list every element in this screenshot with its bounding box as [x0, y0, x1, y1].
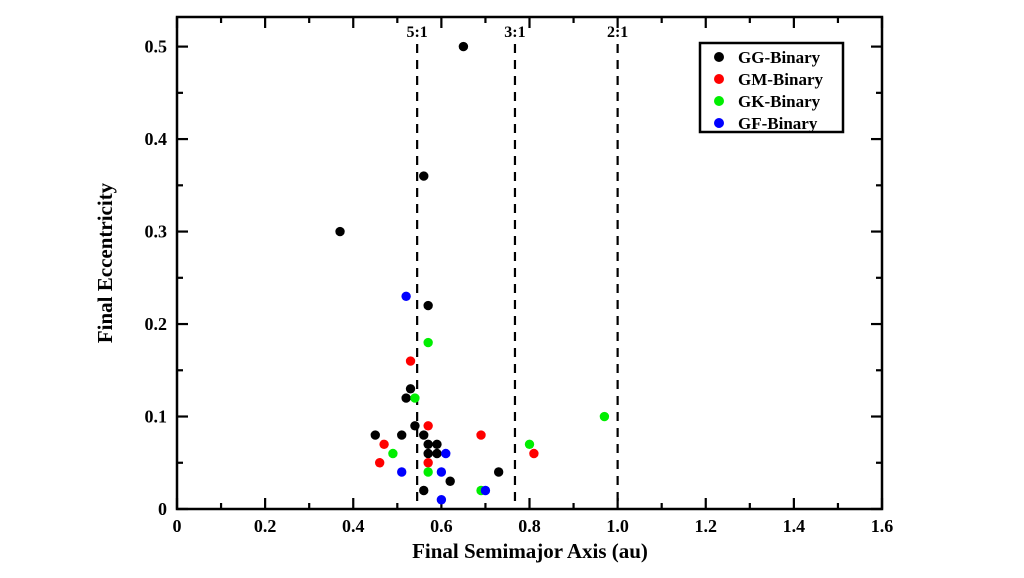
legend-label: GK-Binary	[738, 92, 821, 111]
data-point-gg-binary	[423, 448, 433, 459]
legend-label: GM-Binary	[738, 70, 823, 89]
data-point-gk-binary	[524, 439, 535, 449]
data-point-gk-binary	[410, 393, 420, 403]
x-axis-title: Final Semimajor Axis (au)	[412, 539, 648, 563]
resonance-label: 2:1	[607, 24, 628, 41]
data-point-gg-binary	[445, 476, 455, 486]
legend-label: GF-Binary	[738, 114, 818, 133]
y-axis-title: Final Eccentricity	[93, 182, 117, 343]
data-point-gf-binary	[480, 485, 491, 496]
x-tick-label: 1.4	[783, 516, 806, 536]
data-point-gk-binary	[599, 411, 610, 422]
data-point-gg-binary	[419, 485, 429, 496]
x-tick-label: 0.2	[254, 516, 277, 536]
x-tick-label: 1.0	[606, 516, 629, 536]
data-point-gm-binary	[379, 439, 389, 449]
data-point-gg-binary	[423, 439, 433, 449]
data-point-gf-binary	[436, 467, 447, 477]
data-point-gg-binary	[423, 300, 433, 311]
data-point-gg-binary	[397, 430, 407, 440]
legend-marker	[714, 118, 724, 128]
data-point-gk-binary	[423, 337, 433, 348]
data-point-gg-binary	[401, 393, 411, 403]
x-tick-label: 0.4	[342, 516, 365, 536]
data-point-gm-binary	[476, 430, 486, 440]
data-point-gf-binary	[401, 291, 411, 301]
x-tick-label: 0.8	[518, 516, 541, 536]
x-tick-label: 0.6	[430, 516, 453, 536]
data-point-gg-binary	[419, 430, 429, 440]
data-point-gm-binary	[423, 421, 433, 431]
data-point-gg-binary	[493, 467, 504, 477]
y-tick-label: 0.1	[145, 407, 168, 427]
data-point-gg-binary	[410, 421, 420, 431]
data-point-gg-binary	[419, 171, 429, 181]
legend-label: GG-Binary	[738, 48, 821, 67]
legend-marker	[714, 52, 724, 62]
data-point-gg-binary	[432, 448, 442, 459]
data-point-gk-binary	[388, 448, 398, 459]
data-point-gm-binary	[374, 458, 385, 468]
y-tick-label: 0	[158, 499, 167, 519]
y-tick-label: 0.5	[145, 37, 168, 57]
legend-marker	[714, 74, 724, 84]
data-point-gf-binary	[441, 448, 451, 459]
data-point-gg-binary	[370, 430, 380, 440]
data-point-gm-binary	[423, 458, 433, 468]
data-point-gm-binary	[405, 356, 416, 366]
y-tick-label: 0.3	[145, 222, 168, 242]
data-point-gg-binary	[405, 384, 416, 394]
data-point-gf-binary	[397, 467, 407, 477]
x-tick-label: 1.2	[695, 516, 718, 536]
data-point-gk-binary	[423, 467, 433, 477]
y-tick-label: 0.4	[145, 129, 168, 149]
y-tick-label: 0.2	[145, 314, 168, 334]
data-point-gg-binary	[335, 226, 345, 237]
legend-marker	[714, 96, 724, 106]
data-point-gf-binary	[436, 495, 447, 505]
resonance-label: 3:1	[504, 24, 525, 41]
resonance-label: 5:1	[406, 24, 427, 41]
data-point-gg-binary	[432, 439, 442, 449]
x-tick-label: 1.6	[871, 516, 894, 536]
x-tick-label: 0	[173, 516, 182, 536]
data-point-gg-binary	[458, 41, 469, 52]
data-point-gm-binary	[529, 448, 539, 459]
